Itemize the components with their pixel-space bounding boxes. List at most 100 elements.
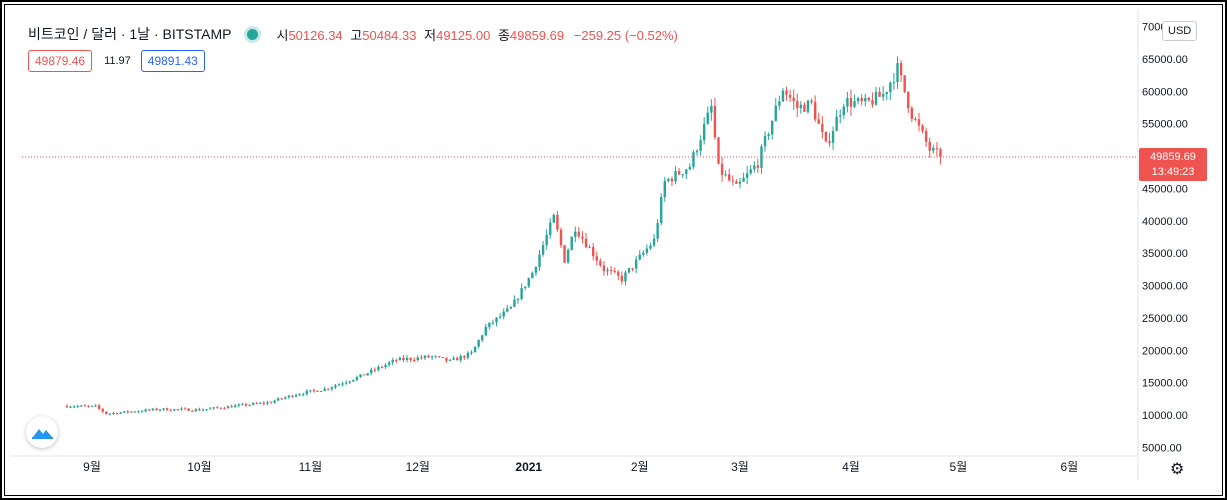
candle-up [932,148,935,151]
candle-down [148,409,151,411]
candle-down [455,358,459,361]
candle-down [559,229,563,246]
candle-down [312,390,316,392]
candle-up [738,181,742,184]
candle-up [319,390,323,392]
candle-up [151,408,155,411]
candle-down [115,412,119,414]
candle-up [226,406,230,409]
candle-down [83,405,87,407]
low-value: 49125.00 [436,27,491,43]
candle-down [413,359,416,361]
candle-up [498,316,502,318]
candle-down [183,408,187,410]
candle-down [939,149,942,157]
candle-down [617,271,620,276]
candle-up [652,238,656,246]
candle-down [810,100,813,103]
candle-up [416,357,419,361]
candle-up [352,379,355,382]
candle-up [158,409,162,411]
candle-up [162,408,165,410]
candle-up [531,272,534,279]
candle-up [842,106,845,116]
price-axis: 5000.00 10000.00 15000.00 20000.00 25000.00 3… [1142,22,1188,455]
candle-up [337,384,341,386]
candle-up [638,254,641,260]
symbol-title[interactable]: 비트코인 / 달러 · 1날 · BITSTAMP [28,26,232,42]
candle-up [180,408,183,410]
candle-down [917,119,921,126]
candle-down [924,131,928,142]
candle-up [774,105,777,121]
candle-down [914,118,917,120]
candle-up [706,112,709,124]
candle-up [330,387,334,389]
candle-down [728,174,731,181]
candle-down [903,75,906,92]
candle-up [695,150,699,153]
time-tick-label: 9월 [83,460,101,474]
sell-button[interactable]: 49879.46 [28,50,93,72]
candle-up [137,411,140,413]
price-tick-label: 65000.00 [1142,54,1188,66]
candle-up [881,94,885,97]
candle-down [380,366,384,368]
candle-up [72,406,76,408]
candle-up [552,214,556,223]
candle-down [620,275,624,282]
market-status-dot[interactable] [247,28,259,40]
candle-up [566,250,570,263]
ohlc-values: 시50126.34 고50484.33 저49125.00 종49859.69 … [272,25,677,44]
candle-down [817,119,820,124]
candle-up [495,317,498,323]
price-tick-label: 30000.00 [1142,281,1188,293]
candle-up [194,409,198,411]
candle-down [824,131,828,142]
candle-down [420,357,423,359]
candle-up [459,356,462,361]
time-tick-label: 12월 [406,460,430,474]
candle-up [760,146,763,168]
buy-button[interactable]: 49891.43 [140,50,205,72]
candle-up [778,101,781,106]
candle-down [165,408,169,411]
candle-up [90,405,94,407]
candle-down [910,108,914,119]
candle-up [344,382,348,384]
candle-down [717,137,720,164]
candle-down [731,180,735,182]
candle-up [477,340,480,347]
candle-down [735,181,738,184]
candle-down [677,171,681,175]
candle-up [634,259,638,269]
candle-up [391,360,394,363]
candle-up [889,82,892,93]
time-tick-label: 4월 [842,460,860,474]
candle-up [94,405,97,407]
symbol-header: 비트코인 / 달러 · 1날 · BITSTAMP 시50126.34 고504… [28,24,678,44]
candle-down [785,90,788,95]
candle-down [395,360,398,362]
candle-up [745,173,749,178]
candle-down [588,247,591,249]
candle-down [796,101,799,109]
candle-down [577,231,581,237]
last-price-badge: 49859.69 13:49:23 [1139,148,1207,181]
tradingview-cloud-icon[interactable] [26,416,58,448]
candle-down [581,236,584,239]
candle-up [835,116,838,132]
candle-up [241,404,244,406]
candle-up [688,166,692,170]
candle-down [438,356,441,358]
price-tick-label: 15000.00 [1142,378,1188,390]
gear-icon[interactable]: ⚙ [1170,461,1185,478]
candle-up [384,364,387,368]
candle-up [370,369,373,374]
candle-series [65,56,942,416]
candle-up [509,306,513,309]
candle-down [133,411,137,413]
currency-button[interactable]: USD [1162,21,1198,41]
candle-up [685,169,688,175]
